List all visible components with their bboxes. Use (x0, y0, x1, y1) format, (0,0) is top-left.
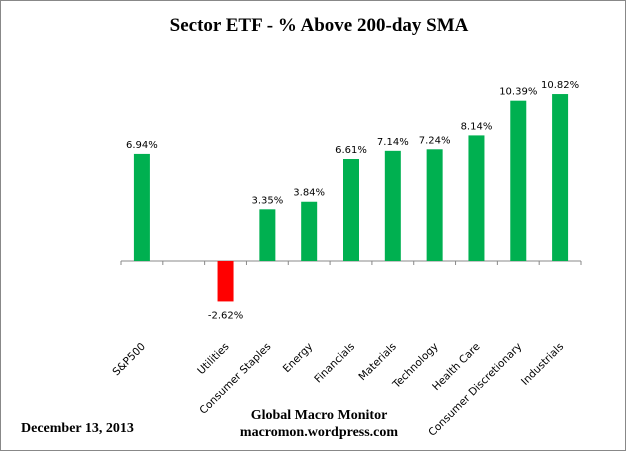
bar (133, 153, 150, 261)
category-label: S&P500 (110, 341, 148, 379)
data-label: 3.84% (293, 188, 325, 199)
data-label: 8.14% (461, 121, 493, 132)
bar (468, 135, 485, 261)
category-label: Consumer Staples (197, 341, 273, 417)
category-label: Utilities (195, 341, 231, 377)
bar (426, 149, 443, 261)
bar (510, 100, 527, 261)
source-name: Global Macro Monitor (251, 408, 388, 423)
category-label: Financials (312, 341, 357, 386)
source-url: macromon.wordpress.com (240, 425, 398, 440)
data-label: 6.61% (335, 145, 367, 156)
bar (552, 94, 569, 262)
data-label: 3.35% (251, 195, 283, 206)
chart-title: Sector ETF - % Above 200-day SMA (170, 15, 469, 36)
bar (217, 261, 234, 302)
data-label: 7.14% (377, 137, 409, 148)
data-label: 7.24% (419, 135, 451, 146)
data-label: 10.82% (541, 80, 579, 91)
category-label: Energy (281, 341, 315, 375)
category-label: Industrials (519, 341, 566, 388)
data-label: 10.39% (499, 87, 537, 98)
date-label: December 13, 2013 (21, 421, 134, 436)
bar (301, 201, 318, 261)
bar (343, 159, 359, 261)
data-label: -2.62% (208, 310, 243, 321)
bar (384, 150, 401, 261)
bar (259, 209, 276, 261)
data-label: 6.94% (126, 140, 158, 151)
category-label: Materials (356, 341, 399, 384)
